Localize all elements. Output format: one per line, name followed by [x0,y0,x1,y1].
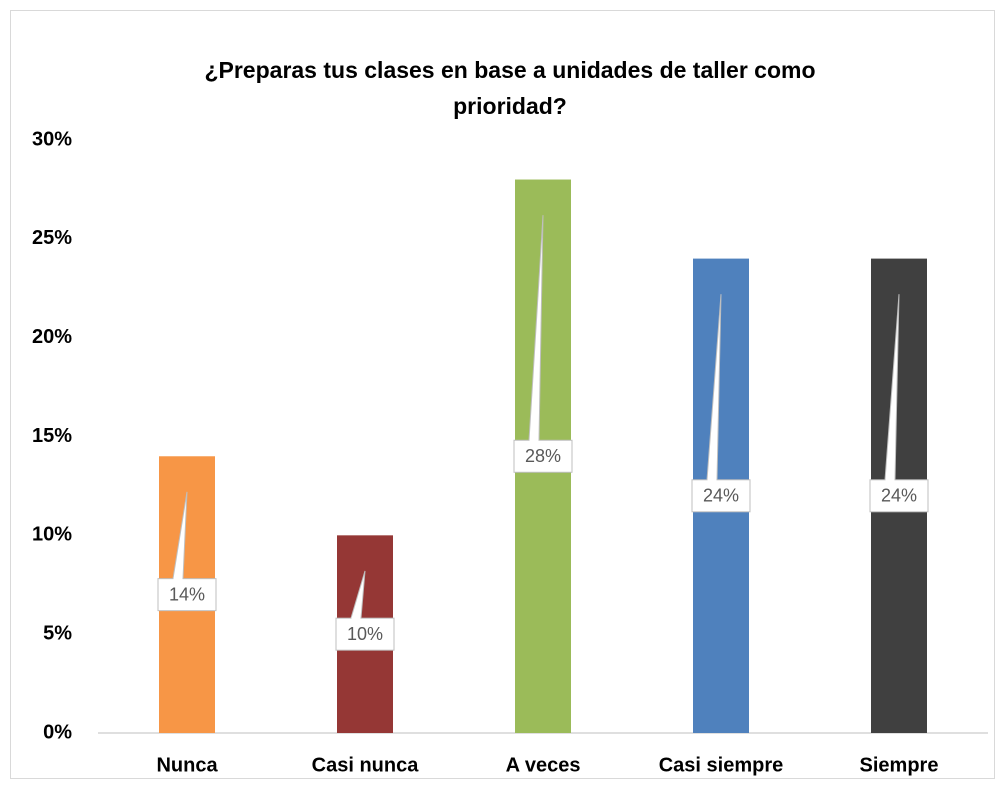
data-label: 14% [169,584,205,604]
data-label: 24% [703,486,739,506]
y-tick-label: 25% [32,227,72,249]
y-tick-label: 20% [32,326,72,348]
data-label-box [513,439,573,473]
y-tick-label: 15% [32,425,72,447]
y-tick-label: 0% [43,721,72,743]
data-label-box [869,479,929,513]
x-tick-label: Nunca [156,754,218,776]
data-label: 10% [347,624,383,644]
x-tick-label: Casi siempre [659,754,784,776]
x-tick-label: A veces [506,754,581,776]
data-label-box [157,578,217,612]
chart-title: ¿Preparas tus clases en base a unidades … [204,57,816,119]
y-tick-label: 5% [43,622,72,644]
y-tick-label: 30% [32,128,72,150]
data-label: 28% [525,446,561,466]
data-label-box [335,617,395,651]
data-label-box [691,479,751,513]
data-label: 24% [881,486,917,506]
y-tick-label: 10% [32,524,72,546]
chart-border [10,10,995,779]
x-tick-label: Casi nunca [312,754,420,776]
x-tick-label: Siempre [860,754,939,776]
